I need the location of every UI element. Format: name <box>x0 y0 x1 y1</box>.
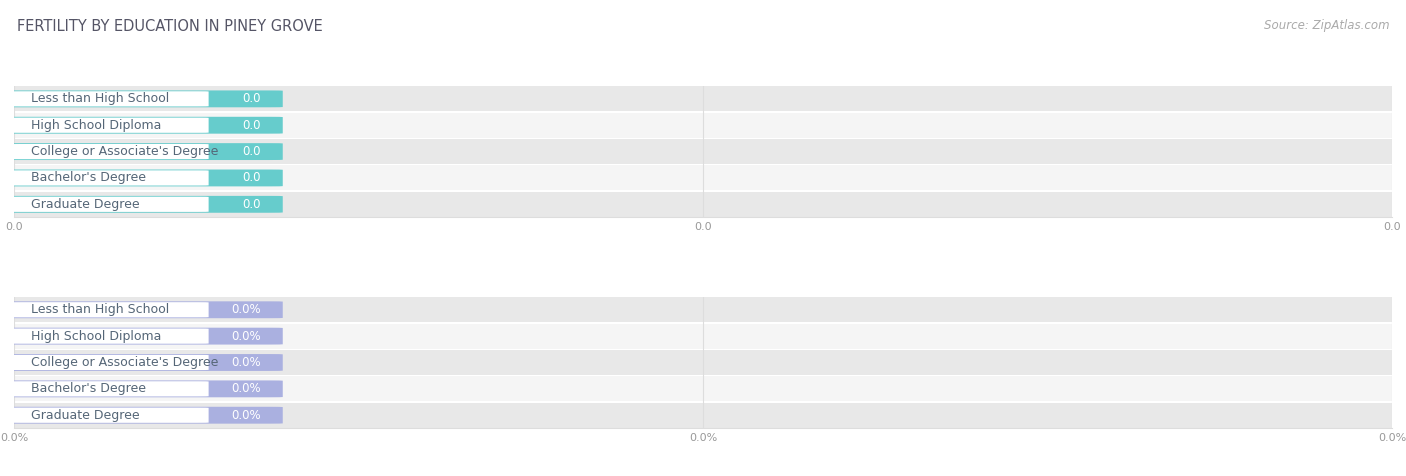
Text: 0.0: 0.0 <box>242 119 260 132</box>
FancyBboxPatch shape <box>3 380 283 397</box>
FancyBboxPatch shape <box>10 355 208 370</box>
Text: 0.0%: 0.0% <box>231 382 260 396</box>
Bar <box>14 86 1392 111</box>
FancyBboxPatch shape <box>3 169 283 187</box>
FancyBboxPatch shape <box>10 144 208 159</box>
FancyBboxPatch shape <box>10 118 208 133</box>
Text: Source: ZipAtlas.com: Source: ZipAtlas.com <box>1264 19 1389 32</box>
Text: 0.0%: 0.0% <box>231 409 260 422</box>
FancyBboxPatch shape <box>10 91 208 107</box>
Text: High School Diploma: High School Diploma <box>31 329 160 343</box>
Bar <box>14 350 1392 375</box>
FancyBboxPatch shape <box>3 354 283 371</box>
Text: 0.0: 0.0 <box>242 92 260 105</box>
FancyBboxPatch shape <box>3 90 283 107</box>
FancyBboxPatch shape <box>3 301 283 318</box>
Text: 0.0: 0.0 <box>242 198 260 211</box>
FancyBboxPatch shape <box>10 407 208 423</box>
Bar <box>14 113 1392 138</box>
FancyBboxPatch shape <box>10 170 208 186</box>
FancyBboxPatch shape <box>10 328 208 344</box>
Bar <box>14 297 1392 322</box>
FancyBboxPatch shape <box>10 381 208 397</box>
Bar <box>14 403 1392 428</box>
FancyBboxPatch shape <box>3 327 283 345</box>
Text: Less than High School: Less than High School <box>31 303 169 316</box>
FancyBboxPatch shape <box>10 197 208 212</box>
FancyBboxPatch shape <box>3 143 283 160</box>
Bar <box>14 377 1392 401</box>
Text: Graduate Degree: Graduate Degree <box>31 198 139 211</box>
FancyBboxPatch shape <box>3 196 283 213</box>
Text: Less than High School: Less than High School <box>31 92 169 105</box>
Bar <box>14 192 1392 217</box>
Text: Graduate Degree: Graduate Degree <box>31 409 139 422</box>
Bar <box>14 166 1392 190</box>
FancyBboxPatch shape <box>3 117 283 134</box>
FancyBboxPatch shape <box>3 407 283 424</box>
Bar <box>14 324 1392 348</box>
Text: Bachelor's Degree: Bachelor's Degree <box>31 382 146 396</box>
Text: 0.0%: 0.0% <box>231 329 260 343</box>
Text: College or Associate's Degree: College or Associate's Degree <box>31 356 218 369</box>
Text: High School Diploma: High School Diploma <box>31 119 160 132</box>
Text: 0.0: 0.0 <box>242 171 260 185</box>
Text: FERTILITY BY EDUCATION IN PINEY GROVE: FERTILITY BY EDUCATION IN PINEY GROVE <box>17 19 322 34</box>
Text: 0.0: 0.0 <box>242 145 260 158</box>
Bar <box>14 139 1392 164</box>
FancyBboxPatch shape <box>10 302 208 317</box>
Text: College or Associate's Degree: College or Associate's Degree <box>31 145 218 158</box>
Text: Bachelor's Degree: Bachelor's Degree <box>31 171 146 185</box>
Text: 0.0%: 0.0% <box>231 303 260 316</box>
Text: 0.0%: 0.0% <box>231 356 260 369</box>
